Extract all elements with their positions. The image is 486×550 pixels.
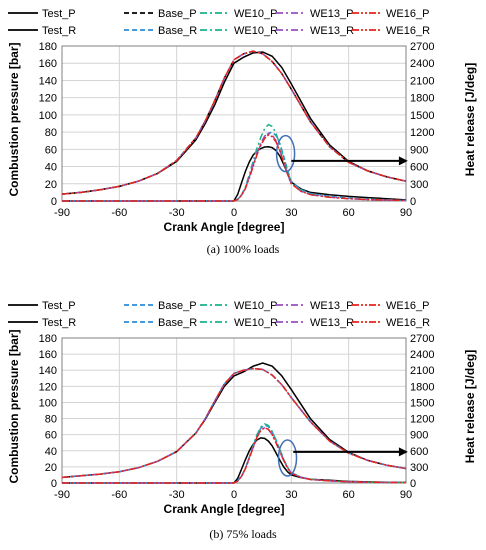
chart-panel-75-percent-load: 0204060801001201401601800300600900120015… [7, 300, 477, 541]
y2-axis-title: Heat release [J/deg] [463, 350, 477, 463]
y-tick-label: 60 [45, 430, 57, 442]
legend-label: Base_P [158, 8, 197, 20]
y2-tick-label: 2100 [410, 75, 434, 87]
y-axis-title: Combustion pressure [bar] [7, 42, 21, 196]
y2-tick-label: 1500 [410, 110, 434, 122]
x-tick-label: 30 [285, 207, 297, 219]
legend-label: WE10_P [234, 8, 277, 20]
y-tick-label: 80 [45, 127, 57, 139]
y2-tick-label: 2400 [410, 349, 434, 361]
legend-label: WE10_R [234, 25, 278, 37]
y-tick-label: 160 [39, 58, 57, 70]
figure-caption: (b) 75% loads [209, 527, 277, 541]
legend-label: Test_P [42, 300, 76, 312]
legend-label: WE13_R [310, 317, 354, 329]
y2-tick-label: 900 [410, 144, 428, 156]
x-tick-label: 90 [400, 489, 412, 501]
y-tick-label: 80 [45, 414, 57, 426]
x-tick-label: -60 [111, 489, 127, 501]
y-tick-label: 120 [39, 93, 57, 105]
legend-label: WE16_P [386, 8, 429, 20]
figure-caption: (a) 100% loads [207, 242, 280, 256]
legend-label: Base_R [158, 317, 197, 329]
series-line-we16-r [62, 134, 407, 202]
y2-tick-label: 0 [410, 478, 416, 490]
series-line-we16-r [62, 426, 407, 484]
x-tick-label: 0 [231, 489, 237, 501]
legend-label: Test_R [42, 317, 76, 329]
legend-label: WE13_P [310, 300, 353, 312]
y2-tick-label: 1800 [410, 93, 434, 105]
x-axis-title: Crank Angle [degree] [164, 502, 285, 516]
y-tick-label: 20 [45, 179, 57, 191]
y2-tick-label: 2700 [410, 333, 434, 345]
x-tick-label: 0 [231, 207, 237, 219]
series-line-we13-r [62, 426, 407, 484]
series-line-we16-p [61, 367, 407, 479]
annotation-arrowhead [398, 156, 408, 166]
y-tick-label: 180 [39, 41, 57, 53]
legend-label: Test_P [42, 8, 76, 20]
x-tick-label: 60 [343, 207, 355, 219]
legend-label: WE10_P [234, 300, 277, 312]
y-tick-label: 140 [39, 365, 57, 377]
y2-tick-label: 1200 [410, 127, 434, 139]
legend-label: WE16_R [386, 25, 430, 37]
y2-axis-title: Heat release [J/deg] [463, 63, 477, 176]
x-axis-title: Crank Angle [degree] [164, 220, 285, 234]
y-tick-label: 180 [39, 333, 57, 345]
x-tick-label: 60 [343, 489, 355, 501]
y-tick-label: 100 [39, 110, 57, 122]
y-axis-title: Combustion pressure [bar] [7, 329, 21, 483]
y2-tick-label: 1200 [410, 414, 434, 426]
x-tick-label: 30 [285, 489, 297, 501]
y-tick-label: 60 [45, 144, 57, 156]
series-line-we16-p [61, 50, 407, 195]
legend-label: WE16_R [386, 317, 430, 329]
legend-label: Base_R [158, 25, 197, 37]
y-tick-label: 160 [39, 349, 57, 361]
y-tick-label: 0 [51, 478, 57, 490]
y-tick-label: 40 [45, 162, 57, 174]
annotation-arrowhead [398, 447, 408, 457]
y-tick-label: 40 [45, 446, 57, 458]
y2-tick-label: 2700 [410, 41, 434, 53]
series-line-test-r [62, 146, 407, 202]
x-tick-label: -30 [169, 489, 185, 501]
legend-label: WE13_P [310, 8, 353, 20]
annotation-ellipse [275, 134, 296, 173]
y-tick-label: 0 [51, 196, 57, 208]
x-tick-label: -90 [54, 489, 70, 501]
x-tick-label: -30 [169, 207, 185, 219]
annotation-ellipse [277, 439, 298, 477]
x-tick-label: 90 [400, 207, 412, 219]
y2-tick-label: 2400 [410, 58, 434, 70]
legend-label: Test_R [42, 25, 76, 37]
y2-tick-label: 900 [410, 430, 428, 442]
y2-tick-label: 600 [410, 162, 428, 174]
legend-label: WE13_R [310, 25, 354, 37]
y2-tick-label: 300 [410, 179, 428, 191]
legend-label: WE16_P [386, 300, 429, 312]
y-tick-label: 20 [45, 462, 57, 474]
y2-tick-label: 0 [410, 196, 416, 208]
y2-tick-label: 300 [410, 462, 428, 474]
chart-panel-100-percent-load: 0204060801001201401601800300600900120015… [7, 8, 477, 256]
legend-label: WE10_R [234, 317, 278, 329]
y2-tick-label: 1800 [410, 381, 434, 393]
y2-tick-label: 600 [410, 446, 428, 458]
x-tick-label: -90 [54, 207, 70, 219]
legend-label: Base_P [158, 300, 197, 312]
x-tick-label: -60 [111, 207, 127, 219]
y-tick-label: 140 [39, 75, 57, 87]
y-tick-label: 120 [39, 381, 57, 393]
y-tick-label: 100 [39, 397, 57, 409]
y2-tick-label: 1500 [410, 397, 434, 409]
y2-tick-label: 2100 [410, 365, 434, 377]
